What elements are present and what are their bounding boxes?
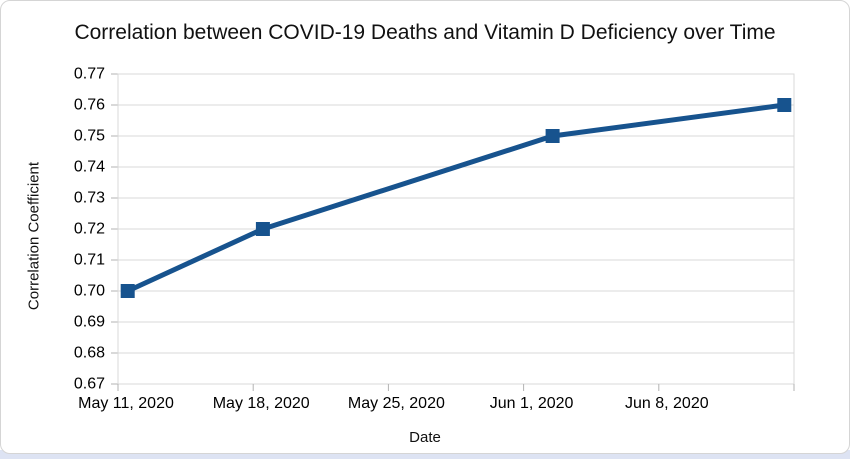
y-tick-label: 0.74 — [74, 159, 105, 176]
chart-title: Correlation between COVID-19 Deaths and … — [74, 21, 776, 44]
data-point-marker — [255, 222, 270, 236]
y-tick-label: 0.72 — [74, 221, 105, 238]
y-tick-label: 0.77 — [74, 66, 105, 83]
plot-border — [117, 73, 795, 385]
y-tick-label: 0.69 — [74, 314, 105, 331]
y-tick-label: 0.70 — [74, 283, 105, 300]
x-tick-label: Jun 1, 2020 — [490, 395, 574, 412]
x-axis-title: Date — [409, 429, 441, 446]
y-tick-label: 0.73 — [74, 190, 105, 207]
data-point-marker — [545, 129, 560, 143]
x-tick-label: May 18, 2020 — [213, 395, 310, 412]
y-tick-label: 0.71 — [74, 252, 105, 269]
y-tick-label: 0.76 — [74, 97, 105, 114]
y-tick-label: 0.68 — [74, 345, 105, 362]
y-tick-label: 0.67 — [74, 376, 105, 393]
x-ticks-and-labels: May 11, 2020 May 18, 2020 May 25, 2020 Jun … — [78, 384, 795, 412]
series-markers — [120, 98, 792, 298]
y-tick-label: 0.75 — [74, 128, 105, 145]
x-tick-label: May 25, 2020 — [348, 395, 445, 412]
x-tick-label: Jun 8, 2020 — [625, 395, 709, 412]
data-point-marker — [777, 98, 792, 112]
page-background-strip — [0, 450, 850, 459]
x-tick-label: May 11, 2020 — [78, 395, 174, 412]
series-line — [125, 102, 787, 294]
data-point-marker — [120, 284, 135, 298]
y-gridlines-and-labels: 0.67 0.68 0.69 0.70 0.71 0.72 0.73 0.74 0.75 0.76… — [74, 66, 794, 393]
